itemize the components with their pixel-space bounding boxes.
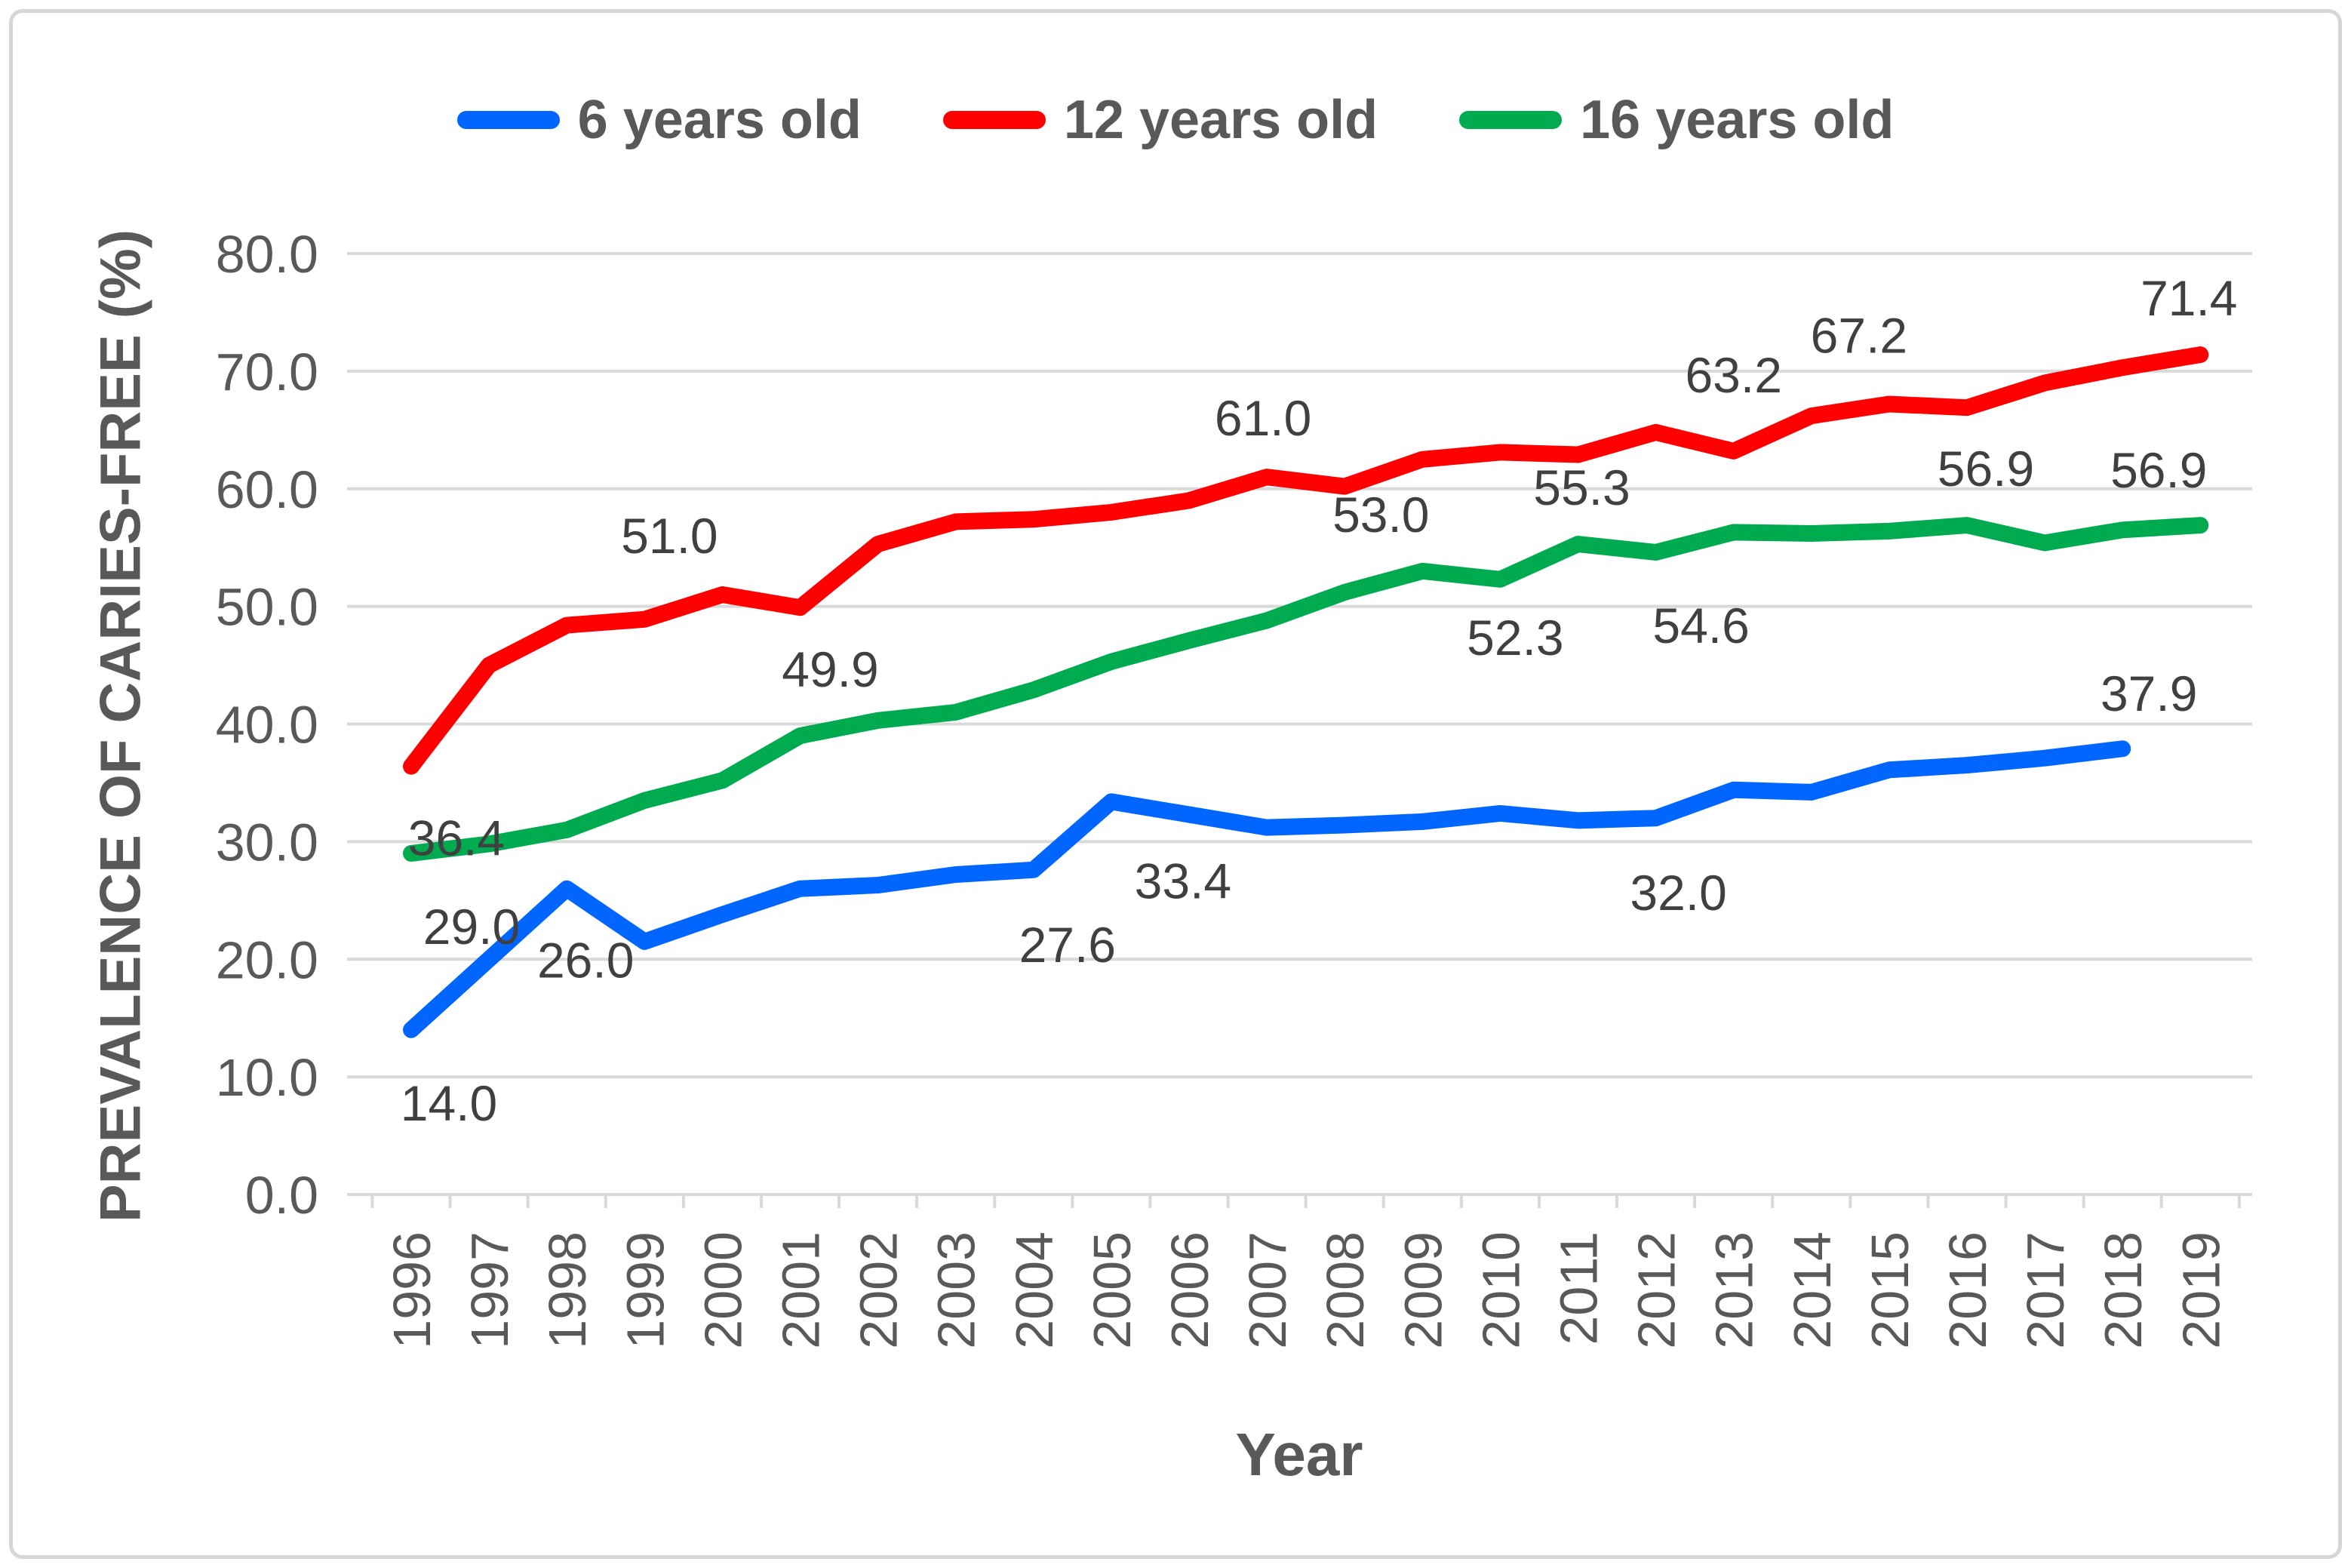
x-tick-label: 2003 bbox=[927, 1231, 986, 1349]
legend-item-12-years-old: 12 years old bbox=[942, 89, 1378, 151]
data-label: 53.0 bbox=[1332, 487, 1429, 543]
y-tick-label: 30.0 bbox=[216, 813, 318, 872]
x-tick-label: 2018 bbox=[2094, 1231, 2153, 1349]
x-tick-label: 2016 bbox=[1938, 1231, 1997, 1349]
x-tick-label: 2009 bbox=[1394, 1231, 1452, 1349]
y-tick-label: 0.0 bbox=[245, 1166, 318, 1225]
y-tick-label: 10.0 bbox=[216, 1048, 318, 1107]
series-line-16-years-old bbox=[403, 517, 2209, 862]
x-tick-label: 2013 bbox=[1705, 1231, 1764, 1349]
x-tick-label: 2011 bbox=[1550, 1231, 1609, 1345]
data-label: 52.3 bbox=[1467, 610, 1563, 666]
data-label: 51.0 bbox=[621, 508, 718, 564]
data-label: 37.9 bbox=[2101, 666, 2197, 721]
data-label: 27.6 bbox=[1019, 917, 1116, 973]
legend-item-6-years-old: 6 years old bbox=[456, 89, 862, 151]
data-label: 55.3 bbox=[1533, 460, 1630, 515]
x-tick-label: 1996 bbox=[383, 1231, 441, 1349]
legend-line-swatch-blue bbox=[456, 111, 560, 129]
legend: 6 years old 12 years old 16 years old bbox=[0, 89, 2351, 151]
data-label: 32.0 bbox=[1630, 865, 1726, 921]
y-tick-label: 50.0 bbox=[216, 578, 318, 637]
data-label: 61.0 bbox=[1215, 390, 1311, 446]
x-tick-label: 2012 bbox=[1627, 1231, 1686, 1349]
legend-label-12-years-old: 12 years old bbox=[1063, 90, 1378, 150]
x-tick-label: 1999 bbox=[616, 1231, 675, 1349]
x-tick-label: 2015 bbox=[1861, 1231, 1919, 1349]
series-line-6-years-old bbox=[403, 740, 2131, 1038]
legend-line-swatch-green bbox=[1459, 111, 1563, 129]
y-axis-title: PREVALENCE OF CARIES-FREE (%) bbox=[88, 229, 153, 1223]
x-axis-title: Year bbox=[1235, 1421, 1363, 1488]
y-tick-label: 80.0 bbox=[216, 225, 318, 284]
x-tick-label: 2001 bbox=[772, 1231, 831, 1349]
series-line-12-years-old bbox=[403, 346, 2209, 775]
data-label: 36.4 bbox=[408, 810, 505, 866]
x-tick-label: 2019 bbox=[2171, 1231, 2230, 1349]
data-label: 29.0 bbox=[423, 899, 520, 955]
x-tick-label: 1997 bbox=[460, 1231, 519, 1349]
y-tick-label: 20.0 bbox=[216, 930, 318, 989]
x-tick-label: 2017 bbox=[2016, 1231, 2075, 1349]
x-tick-label: 2002 bbox=[850, 1231, 908, 1349]
data-label: 67.2 bbox=[1811, 308, 1907, 364]
data-label: 63.2 bbox=[1685, 347, 1781, 403]
x-tick-label: 2004 bbox=[1005, 1231, 1064, 1349]
x-tick-label: 1998 bbox=[538, 1231, 597, 1349]
data-label: 56.9 bbox=[2110, 442, 2207, 498]
x-tick-label: 2010 bbox=[1471, 1231, 1530, 1349]
legend-label-16-years-old: 16 years old bbox=[1580, 90, 1895, 150]
data-label: 71.4 bbox=[2140, 270, 2237, 326]
data-label: 56.9 bbox=[1938, 441, 2034, 497]
data-label: 33.4 bbox=[1135, 853, 1231, 909]
data-label: 14.0 bbox=[401, 1075, 497, 1131]
legend-line-swatch-red bbox=[942, 111, 1046, 129]
x-tick-label: 2000 bbox=[693, 1231, 752, 1349]
x-tick-label: 2005 bbox=[1083, 1231, 1142, 1349]
data-label: 26.0 bbox=[537, 933, 634, 988]
data-label: 49.9 bbox=[782, 641, 878, 697]
legend-item-16-years-old: 16 years old bbox=[1459, 89, 1894, 151]
legend-label-6-years-old: 6 years old bbox=[577, 90, 862, 150]
data-label: 54.6 bbox=[1652, 598, 1749, 653]
x-tick-label: 2007 bbox=[1238, 1231, 1297, 1349]
x-tick-label: 2006 bbox=[1160, 1231, 1219, 1349]
x-tick-label: 2014 bbox=[1783, 1231, 1842, 1349]
y-tick-label: 40.0 bbox=[216, 696, 318, 755]
x-tick-label: 2008 bbox=[1316, 1231, 1375, 1349]
y-tick-label: 70.0 bbox=[216, 343, 318, 401]
y-tick-label: 60.0 bbox=[216, 460, 318, 519]
